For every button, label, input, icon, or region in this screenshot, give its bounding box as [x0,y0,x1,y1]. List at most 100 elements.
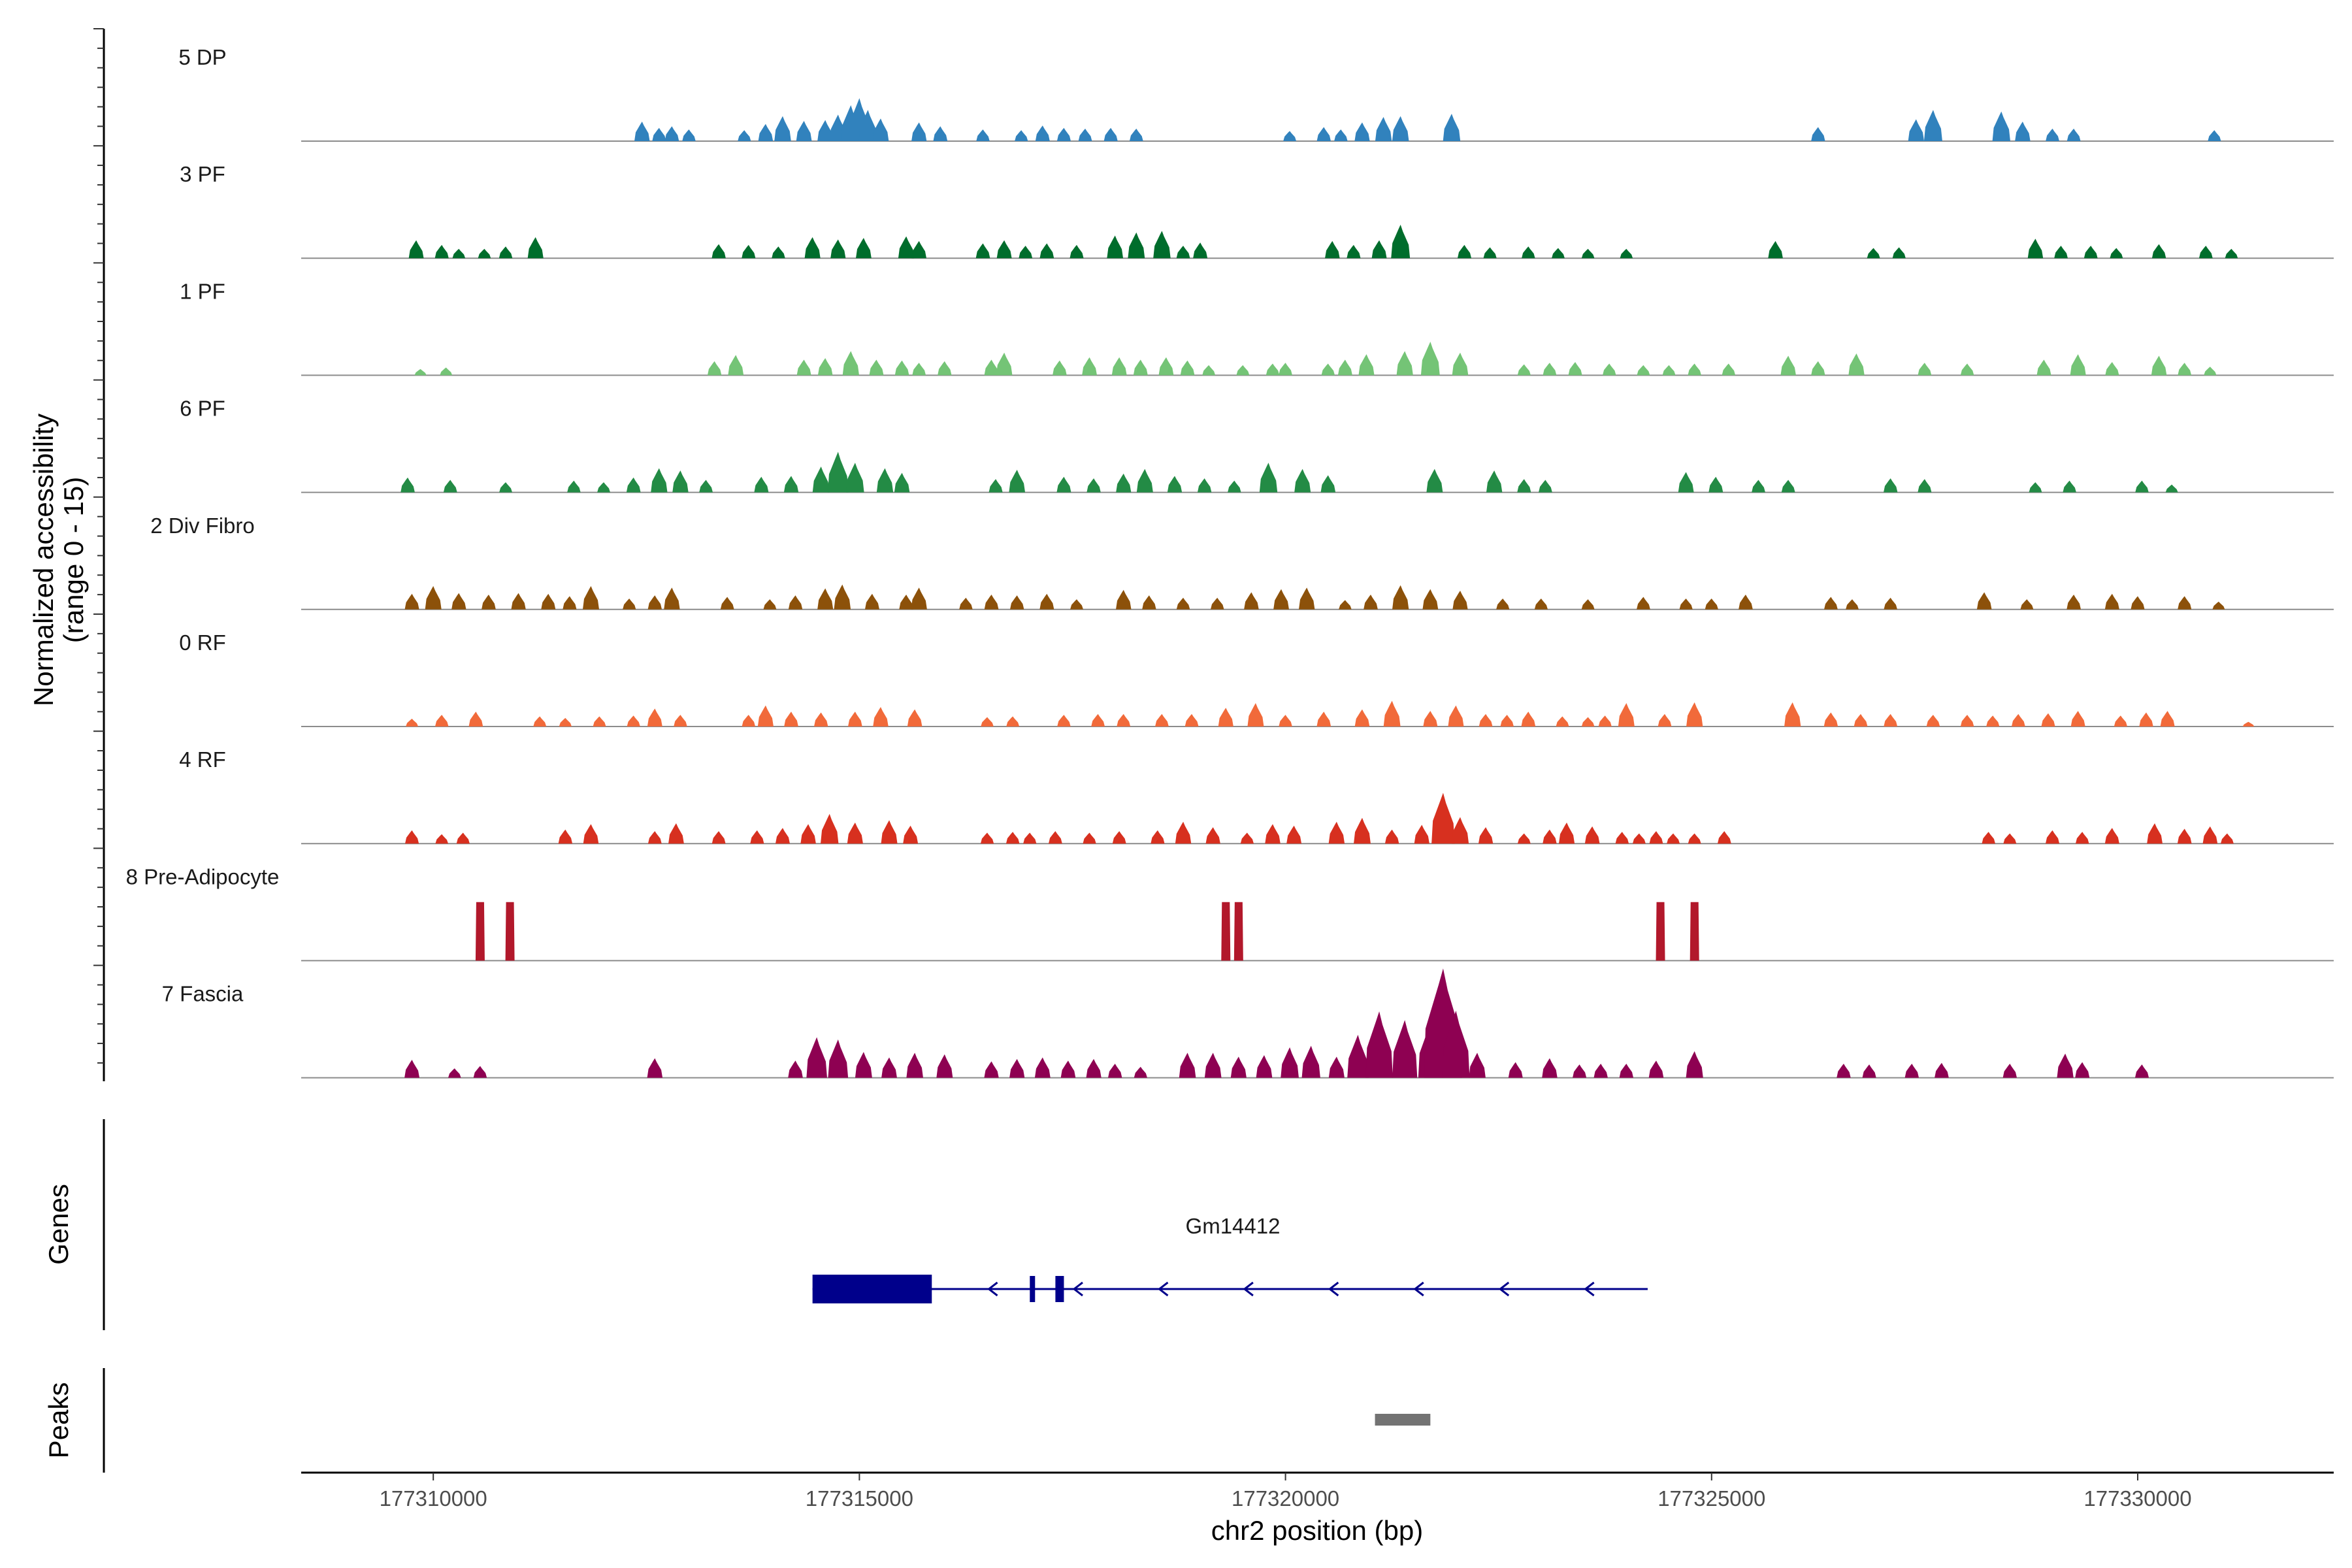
coverage-peak [647,595,662,610]
coverage-peak [2015,122,2031,141]
coverage-peak [473,1066,487,1078]
coverage-peak [1662,365,1676,376]
coverage-peak [1637,596,1650,610]
coverage-peak [800,824,816,844]
coverage-peak [1316,127,1331,141]
coverage-peak [1615,832,1629,844]
coverage-peak [499,482,513,493]
coverage-peak [400,477,415,493]
coverage-peak [674,715,687,727]
coverage-peak [774,116,791,141]
coverage-peak [711,831,726,844]
coverage-peak [2011,713,2025,727]
coverage-peak [1517,479,1531,493]
coverage-peak [894,472,910,493]
coverage-peak [1478,827,1494,844]
coverage-peak [817,120,834,141]
coverage-peak [1337,359,1352,376]
coverage-peak [1281,1047,1299,1078]
coverage-peak [2003,833,2017,844]
coverage-peak [796,120,812,141]
coverage-peak [1158,357,1174,376]
coverage-peak [699,480,713,493]
coverage-peak [558,829,573,844]
coverage-peak [482,595,496,610]
coverage-peak [1552,248,1565,259]
coverage-peak [672,470,689,493]
coverage-peak [627,715,640,727]
coverage-peak [1134,1066,1147,1078]
track-6-pf: 6 PF [180,397,2334,493]
x-axis-ticks: 177310000 177315000 177320000 177325000 1773… [380,1473,2192,1511]
coverage-peak [1521,711,1536,727]
coverage-peak [1593,1064,1608,1078]
coverage-peak [1320,475,1336,493]
coverage-peak [1112,831,1126,844]
coverage-peak [2135,480,2149,493]
coverage-peak [754,476,769,493]
coverage-peak [1365,1011,1393,1078]
coverage-peak [1354,709,1370,727]
track-3-pf: 3 PF [180,162,2334,259]
coverage-peak [903,825,919,844]
coverage-peak [406,719,419,727]
coverage-peak [1244,592,1259,610]
coverage-peak [806,1037,827,1078]
coverage-peak [1739,595,1753,610]
coverage-peak [996,352,1013,376]
coverage-peak [1009,1058,1025,1078]
coverage-peak [1722,363,1736,376]
strand-arrow [1072,1281,1083,1297]
coverage-peak [559,717,572,727]
coverage-peak [475,902,485,961]
coverage-peak [664,587,680,610]
gene-exon [1055,1276,1064,1302]
coverage-peak [405,830,419,844]
coverage-peak [583,824,599,844]
track-label: 3 PF [180,162,225,186]
track-7-fascia: 7 Fascia [162,968,2334,1079]
gene-label: Gm14412 [1186,1214,1281,1238]
coverage-peak [2045,830,2060,844]
coverage-peak [1375,116,1392,141]
coverage-peak [1371,240,1387,259]
coverage-peak [2105,362,2119,376]
coverage-peak [2075,1062,2090,1078]
coverage-peak [1091,713,1105,727]
coverage-peak [1283,131,1297,141]
coverage-peak [813,712,828,727]
coverage-peak [1056,476,1071,493]
coverage-peak [1034,1057,1051,1078]
coverage-peak [1019,246,1033,259]
coverage-peak [817,588,834,610]
coverage-peak [597,482,611,493]
coverage-peak [846,463,864,493]
coverage-peak [1039,243,1054,259]
coverage-peak [1364,595,1378,610]
track-4-rf: 4 RF [179,747,2334,845]
coverage-peak [1573,1064,1587,1078]
coverage-peak [1705,598,1718,610]
coverage-peak [2225,248,2238,259]
y-axis-title-line2: (range 0 - 15) [58,477,89,643]
x-axis-title: chr2 position (bp) [1211,1515,1424,1546]
coverage-peak [738,130,751,141]
coverage-peak [1854,713,1868,727]
coverage-peak [2083,246,2098,259]
coverage-peak [711,244,726,259]
coverage-peak [647,831,662,844]
coverage-peak [1892,247,1906,259]
coverage-peak [1286,825,1302,844]
coverage-peak [1904,1064,1919,1078]
coverage-peak [1167,476,1183,493]
coverage-peak [1452,352,1469,376]
coverage-peak [1240,832,1254,844]
coverage-peak [1884,713,1898,727]
track-8-pre-adipocyte: 8 Pre-Adipocyte [126,864,2334,962]
coverage-peak [652,127,666,141]
coverage-peak [1218,708,1233,727]
coverage-peak [2131,596,2145,610]
coverage-peak [1153,231,1171,259]
coverage-peak [1534,598,1548,610]
